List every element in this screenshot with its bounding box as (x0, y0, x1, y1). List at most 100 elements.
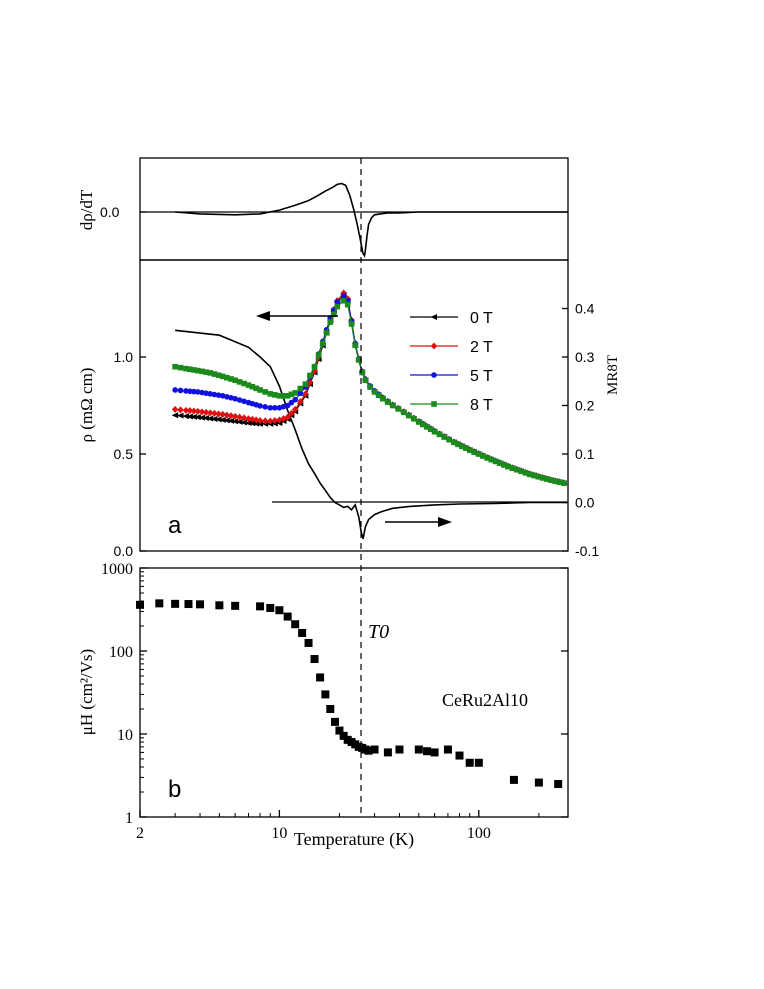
data-point (261, 417, 269, 425)
data-point (419, 421, 426, 428)
legend-label: 0 T (470, 310, 493, 327)
panel-drho-dt: 0.0 dρ/dT (77, 157, 569, 261)
data-point (267, 417, 274, 425)
mobility-point (364, 746, 373, 755)
data-point (302, 390, 309, 398)
data-point (172, 387, 178, 393)
mobility-point (283, 612, 292, 621)
data-point (297, 390, 304, 397)
mr-tick-label: 0.0 (575, 495, 595, 511)
data-point (323, 329, 330, 336)
panel-a-left-ticks: 0.0 0.5 1.0 (114, 349, 146, 559)
rho-tick-label: 0.5 (114, 446, 134, 462)
mobility-point (383, 748, 392, 757)
data-point (241, 398, 247, 405)
data-point (431, 428, 438, 435)
data-point (198, 414, 205, 421)
data-point (284, 402, 291, 409)
mu-tick-label: 10 (117, 727, 133, 744)
data-point (340, 293, 347, 299)
t0-annotation: T0 (368, 621, 389, 643)
legend-label: 8 T (470, 397, 493, 414)
mobility-point (291, 620, 300, 629)
data-point (415, 419, 422, 425)
data-point (367, 384, 373, 390)
data-point (199, 368, 205, 375)
mobility-point (298, 628, 307, 637)
data-point (231, 418, 239, 425)
data-point (223, 417, 230, 424)
mr-tick-label: -0.1 (575, 543, 599, 559)
mobility-point (335, 726, 344, 735)
legend-label: 5 T (470, 368, 493, 385)
data-point (231, 412, 239, 420)
data-point (203, 390, 209, 397)
data-point (340, 297, 347, 304)
mobility-point (231, 601, 240, 610)
data-point (288, 409, 295, 417)
data-point (423, 424, 430, 430)
x-axis-label: Temperature (K) (294, 829, 414, 850)
hall-mobility-points (136, 599, 563, 788)
data-point (292, 396, 298, 403)
data-point (249, 415, 256, 423)
panel-a-label: a (168, 512, 182, 539)
data-point (475, 451, 482, 457)
data-point (288, 391, 295, 398)
data-point (500, 462, 507, 468)
legend: 0 T 2 T 5 T 8 T (410, 310, 493, 414)
data-point (359, 369, 365, 376)
data-point (252, 420, 260, 427)
rho-tick-label: 0.0 (114, 543, 134, 559)
data-point (395, 406, 401, 412)
data-point (187, 366, 193, 373)
data-point (219, 416, 226, 423)
data-point (344, 301, 351, 308)
data-point (199, 389, 205, 396)
legend-marker (431, 372, 437, 378)
mobility-point (534, 778, 543, 787)
data-point (195, 367, 201, 374)
data-point (198, 408, 206, 416)
mobility-point (455, 751, 464, 760)
data-point (484, 455, 490, 461)
mu-axis-label: μH (cm²/Vs) (77, 649, 96, 735)
data-point (194, 407, 202, 415)
data-point (560, 480, 567, 486)
data-point (455, 441, 461, 448)
rho-axis-label: ρ (mΩ cm) (77, 368, 96, 443)
data-point (284, 413, 291, 421)
mu-tick-label: 1000 (101, 561, 133, 578)
data-point (215, 410, 222, 418)
data-point (371, 389, 378, 395)
mr-axis-label: MR8T (605, 355, 621, 395)
data-point (539, 475, 546, 481)
data-point (186, 413, 193, 420)
mr-tick-label: 0.3 (575, 349, 595, 365)
mobility-point (171, 599, 180, 608)
data-point (224, 374, 230, 381)
data-point (219, 373, 226, 380)
data-point (505, 463, 511, 470)
mu-tick-label: 100 (109, 644, 133, 661)
data-point (552, 478, 559, 484)
mobility-point (275, 606, 284, 615)
data-point (206, 415, 214, 422)
data-point (186, 407, 194, 415)
data-point (291, 405, 299, 413)
data-point (297, 398, 304, 406)
legend-item: 0 T (410, 310, 493, 327)
data-point (207, 391, 214, 397)
data-point (380, 395, 386, 402)
data-point (194, 414, 201, 421)
data-point (236, 379, 243, 385)
data-point (276, 393, 283, 399)
data-point (327, 319, 334, 325)
data-point (211, 409, 218, 417)
data-point (210, 415, 218, 422)
legend-marker (431, 401, 437, 407)
data-point (262, 404, 268, 410)
data-point (556, 479, 563, 485)
data-point (256, 417, 264, 425)
